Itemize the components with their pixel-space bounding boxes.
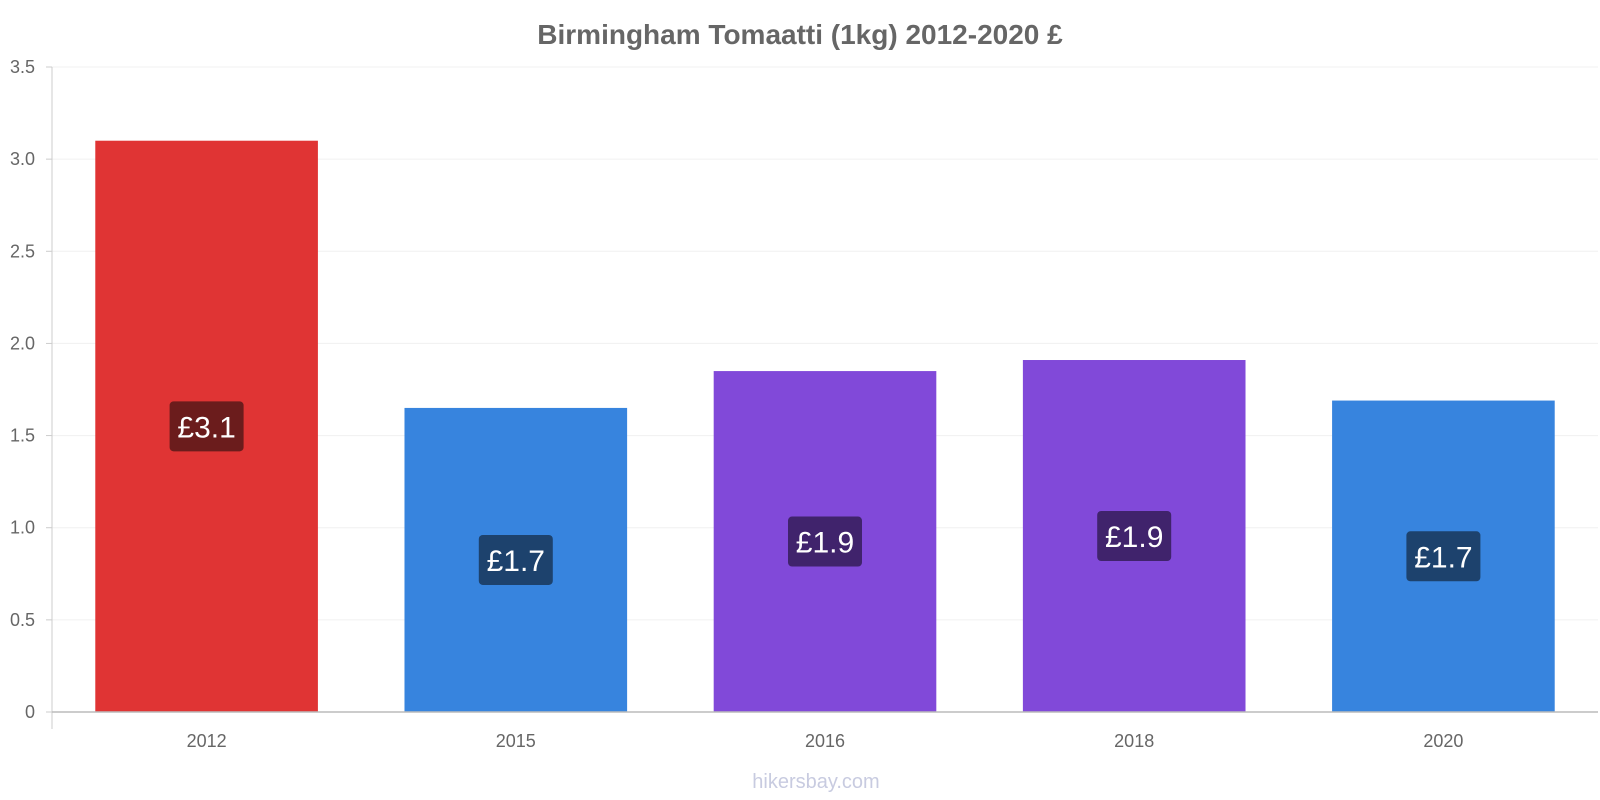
y-tick-label: 0	[25, 702, 35, 722]
y-tick-label: 1.0	[10, 518, 35, 538]
data-label-box	[478, 534, 553, 585]
y-axis-ticks: 0 0.5 1.0 1.5 2.0 2.5 3.0 3.5	[10, 57, 52, 722]
x-tick-label: 2015	[496, 731, 536, 751]
data-label: £1.7	[1414, 541, 1472, 574]
y-tick-label: 2.5	[10, 241, 35, 261]
y-tick-label: 0.5	[10, 610, 35, 630]
data-label: £1.9	[796, 527, 854, 560]
y-tick-label: 3.5	[10, 57, 35, 77]
y-tick-label: 2.0	[10, 333, 35, 353]
x-tick-label: 2018	[1114, 731, 1154, 751]
bars	[95, 140, 1555, 712]
y-tick-label: 1.5	[10, 426, 35, 446]
x-tick-label: 2020	[1423, 731, 1463, 751]
data-label-box	[1097, 511, 1172, 562]
data-label: £3.1	[177, 411, 235, 444]
data-labels: £3.1 £1.7 £1.9 £1.9 £1.7	[169, 401, 1481, 585]
x-tick-label: 2012	[187, 731, 227, 751]
y-tick-label: 3.0	[10, 149, 35, 169]
data-label: £1.9	[1105, 521, 1163, 554]
data-label-box	[1406, 531, 1481, 582]
chart-title: Birmingham Tomaatti (1kg) 2012-2020 £	[537, 19, 1063, 50]
x-tick-label: 2016	[805, 731, 845, 751]
watermark-text: hikersbay.com	[752, 771, 879, 793]
x-axis-ticks: 2012 2015 2016 2018 2020	[187, 731, 1464, 751]
data-label-box	[788, 516, 862, 567]
data-label-box	[169, 401, 244, 452]
data-label: £1.7	[487, 545, 545, 578]
